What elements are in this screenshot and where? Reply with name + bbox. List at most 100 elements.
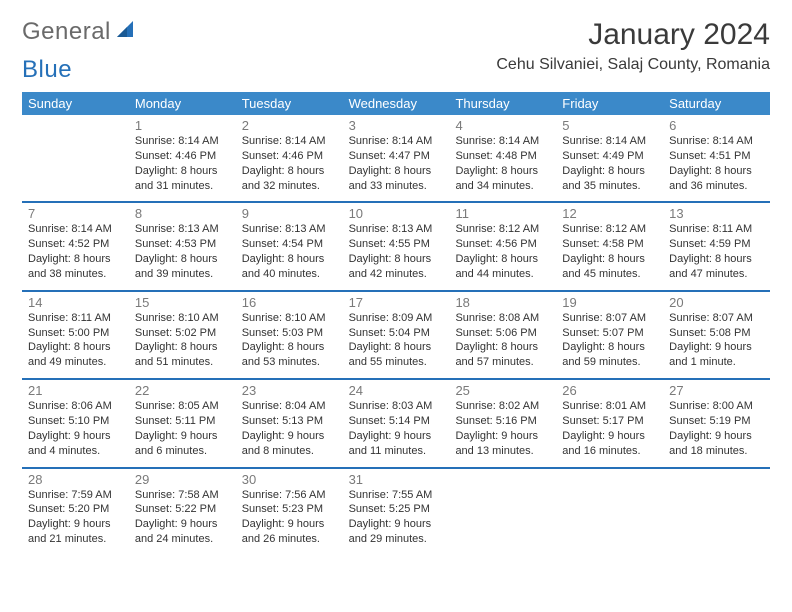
day-cell: 3Sunrise: 8:14 AMSunset: 4:47 PMDaylight… <box>343 115 450 201</box>
sunset-line: Sunset: 4:56 PM <box>455 237 550 252</box>
month-title: January 2024 <box>496 18 770 52</box>
sunrise-line: Sunrise: 8:07 AM <box>669 311 764 326</box>
daylight-line: Daylight: 9 hours <box>242 517 337 532</box>
sunrise-line: Sunrise: 8:02 AM <box>455 399 550 414</box>
day-cell <box>22 115 129 201</box>
daylight-line: Daylight: 8 hours <box>455 252 550 267</box>
daylight-line: Daylight: 9 hours <box>669 340 764 355</box>
day-cell: 2Sunrise: 8:14 AMSunset: 4:46 PMDaylight… <box>236 115 343 201</box>
sunrise-line: Sunrise: 8:07 AM <box>562 311 657 326</box>
daylight-line: and 16 minutes. <box>562 444 657 459</box>
sunset-line: Sunset: 4:49 PM <box>562 149 657 164</box>
daylight-line: and 1 minute. <box>669 355 764 370</box>
day-header: Tuesday <box>236 92 343 115</box>
day-cell: 8Sunrise: 8:13 AMSunset: 4:53 PMDaylight… <box>129 203 236 289</box>
day-cell: 14Sunrise: 8:11 AMSunset: 5:00 PMDayligh… <box>22 292 129 378</box>
day-number: 19 <box>562 295 657 310</box>
sunset-line: Sunset: 4:55 PM <box>349 237 444 252</box>
sunrise-line: Sunrise: 8:13 AM <box>135 222 230 237</box>
daylight-line: and 38 minutes. <box>28 267 123 282</box>
daylight-line: and 44 minutes. <box>455 267 550 282</box>
day-number: 30 <box>242 472 337 487</box>
daylight-line: Daylight: 9 hours <box>349 429 444 444</box>
daylight-line: and 53 minutes. <box>242 355 337 370</box>
day-number: 10 <box>349 206 444 221</box>
daylight-line: Daylight: 8 hours <box>242 164 337 179</box>
day-cell: 1Sunrise: 8:14 AMSunset: 4:46 PMDaylight… <box>129 115 236 201</box>
sunrise-line: Sunrise: 8:14 AM <box>349 134 444 149</box>
sunset-line: Sunset: 5:07 PM <box>562 326 657 341</box>
day-number: 6 <box>669 118 764 133</box>
day-number: 24 <box>349 383 444 398</box>
day-cell <box>663 469 770 555</box>
daylight-line: Daylight: 8 hours <box>242 252 337 267</box>
sunrise-line: Sunrise: 8:01 AM <box>562 399 657 414</box>
sunset-line: Sunset: 4:53 PM <box>135 237 230 252</box>
daylight-line: Daylight: 8 hours <box>562 252 657 267</box>
daylight-line: and 18 minutes. <box>669 444 764 459</box>
title-block: January 2024 Cehu Silvaniei, Salaj Count… <box>496 18 770 74</box>
daylight-line: Daylight: 8 hours <box>135 164 230 179</box>
daylight-line: Daylight: 8 hours <box>135 340 230 355</box>
daylight-line: Daylight: 9 hours <box>349 517 444 532</box>
sunset-line: Sunset: 5:14 PM <box>349 414 444 429</box>
sunrise-line: Sunrise: 8:14 AM <box>455 134 550 149</box>
sunset-line: Sunset: 5:17 PM <box>562 414 657 429</box>
daylight-line: and 31 minutes. <box>135 179 230 194</box>
day-headers-row: Sunday Monday Tuesday Wednesday Thursday… <box>22 92 770 115</box>
calendar: Sunday Monday Tuesday Wednesday Thursday… <box>22 92 770 555</box>
sunrise-line: Sunrise: 8:03 AM <box>349 399 444 414</box>
day-number: 31 <box>349 472 444 487</box>
day-number: 29 <box>135 472 230 487</box>
sunrise-line: Sunrise: 8:14 AM <box>28 222 123 237</box>
sunset-line: Sunset: 4:52 PM <box>28 237 123 252</box>
daylight-line: and 29 minutes. <box>349 532 444 547</box>
sunrise-line: Sunrise: 8:14 AM <box>135 134 230 149</box>
day-number: 25 <box>455 383 550 398</box>
day-header: Sunday <box>22 92 129 115</box>
daylight-line: and 33 minutes. <box>349 179 444 194</box>
day-number: 12 <box>562 206 657 221</box>
daylight-line: and 39 minutes. <box>135 267 230 282</box>
sunset-line: Sunset: 5:06 PM <box>455 326 550 341</box>
day-cell: 24Sunrise: 8:03 AMSunset: 5:14 PMDayligh… <box>343 380 450 466</box>
day-number: 14 <box>28 295 123 310</box>
day-cell: 7Sunrise: 8:14 AMSunset: 4:52 PMDaylight… <box>22 203 129 289</box>
day-header: Friday <box>556 92 663 115</box>
sunset-line: Sunset: 4:58 PM <box>562 237 657 252</box>
daylight-line: Daylight: 8 hours <box>28 340 123 355</box>
day-number: 21 <box>28 383 123 398</box>
day-cell: 20Sunrise: 8:07 AMSunset: 5:08 PMDayligh… <box>663 292 770 378</box>
day-number: 3 <box>349 118 444 133</box>
sunset-line: Sunset: 4:59 PM <box>669 237 764 252</box>
day-cell: 30Sunrise: 7:56 AMSunset: 5:23 PMDayligh… <box>236 469 343 555</box>
day-cell: 10Sunrise: 8:13 AMSunset: 4:55 PMDayligh… <box>343 203 450 289</box>
daylight-line: Daylight: 8 hours <box>349 340 444 355</box>
daylight-line: and 24 minutes. <box>135 532 230 547</box>
daylight-line: and 6 minutes. <box>135 444 230 459</box>
day-cell: 12Sunrise: 8:12 AMSunset: 4:58 PMDayligh… <box>556 203 663 289</box>
day-cell: 6Sunrise: 8:14 AMSunset: 4:51 PMDaylight… <box>663 115 770 201</box>
sunrise-line: Sunrise: 8:08 AM <box>455 311 550 326</box>
day-cell: 27Sunrise: 8:00 AMSunset: 5:19 PMDayligh… <box>663 380 770 466</box>
sunrise-line: Sunrise: 8:00 AM <box>669 399 764 414</box>
sunset-line: Sunset: 5:02 PM <box>135 326 230 341</box>
sunrise-line: Sunrise: 8:11 AM <box>669 222 764 237</box>
sunset-line: Sunset: 5:10 PM <box>28 414 123 429</box>
day-number: 7 <box>28 206 123 221</box>
weeks-container: 1Sunrise: 8:14 AMSunset: 4:46 PMDaylight… <box>22 115 770 555</box>
day-cell: 19Sunrise: 8:07 AMSunset: 5:07 PMDayligh… <box>556 292 663 378</box>
daylight-line: and 35 minutes. <box>562 179 657 194</box>
day-cell: 23Sunrise: 8:04 AMSunset: 5:13 PMDayligh… <box>236 380 343 466</box>
daylight-line: Daylight: 8 hours <box>562 340 657 355</box>
sunrise-line: Sunrise: 8:11 AM <box>28 311 123 326</box>
sunrise-line: Sunrise: 8:14 AM <box>242 134 337 149</box>
daylight-line: Daylight: 8 hours <box>349 252 444 267</box>
day-number: 17 <box>349 295 444 310</box>
day-cell: 5Sunrise: 8:14 AMSunset: 4:49 PMDaylight… <box>556 115 663 201</box>
sunrise-line: Sunrise: 8:05 AM <box>135 399 230 414</box>
daylight-line: Daylight: 9 hours <box>135 517 230 532</box>
sunrise-line: Sunrise: 8:14 AM <box>669 134 764 149</box>
sunrise-line: Sunrise: 7:58 AM <box>135 488 230 503</box>
week-row: 7Sunrise: 8:14 AMSunset: 4:52 PM Daylight… <box>22 203 770 291</box>
